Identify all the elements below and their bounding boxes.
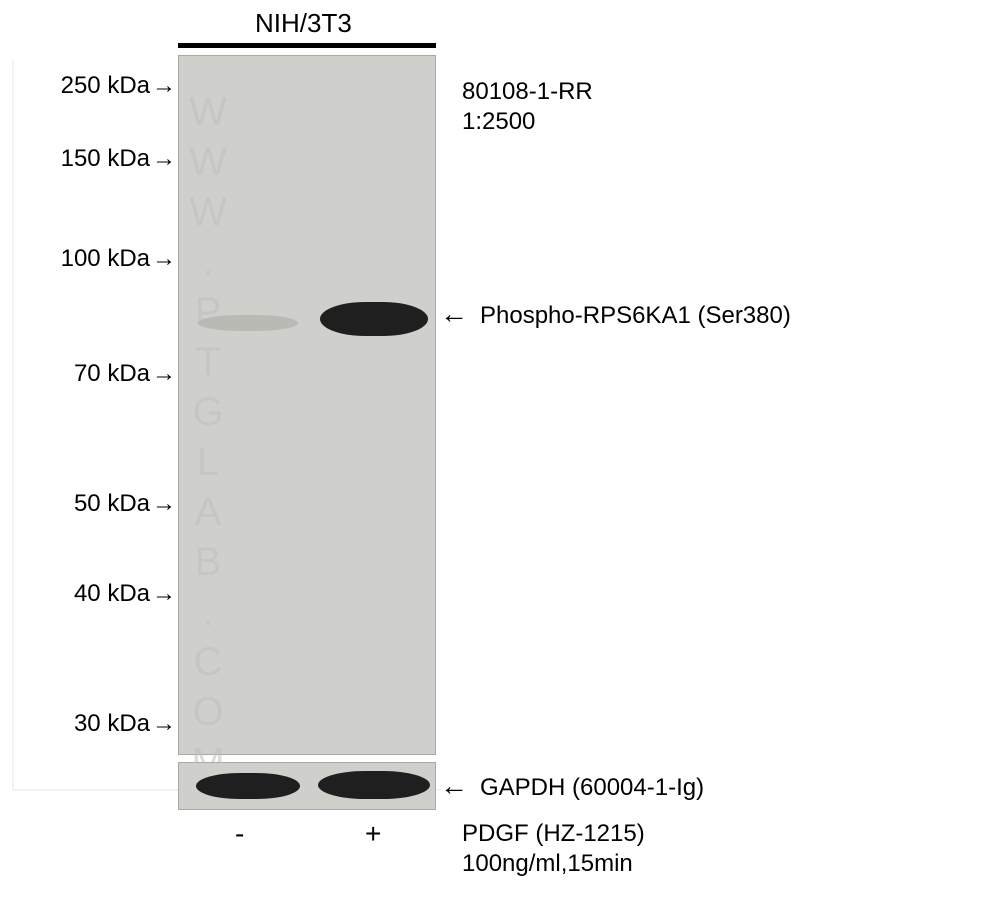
phospho-label: Phospho-RPS6KA1 (Ser380) xyxy=(480,302,791,330)
western-blot-figure: NIH/3T3 WWW.PTGLAB.COM 250 kDa→150 kDa→1… xyxy=(0,0,1000,903)
sample-label: NIH/3T3 xyxy=(255,8,352,39)
lane-minus-label: - xyxy=(235,818,244,850)
mw-marker-arrow-icon: → xyxy=(152,245,176,273)
band-gapdh-minus xyxy=(196,773,300,799)
gapdh-arrow-icon: ← xyxy=(440,770,468,802)
mw-marker-label: 100 kDa xyxy=(61,245,150,273)
frame-left xyxy=(12,60,14,790)
mw-marker-label: 50 kDa xyxy=(74,490,150,518)
mw-marker-arrow-icon: → xyxy=(152,490,176,518)
sample-bar xyxy=(178,43,436,48)
mw-marker-label: 70 kDa xyxy=(74,360,150,388)
lane-plus-label: + xyxy=(365,818,381,850)
antibody-dilution: 1:2500 xyxy=(462,108,535,136)
phospho-arrow-icon: ← xyxy=(440,298,468,330)
mw-marker-label: 30 kDa xyxy=(74,710,150,738)
mw-marker-arrow-icon: → xyxy=(152,360,176,388)
mw-marker-label: 40 kDa xyxy=(74,580,150,608)
antibody-id: 80108-1-RR xyxy=(462,78,593,106)
mw-marker-arrow-icon: → xyxy=(152,710,176,738)
mw-marker-arrow-icon: → xyxy=(152,145,176,173)
mw-marker-label: 150 kDa xyxy=(61,145,150,173)
watermark-text: WWW.PTGLAB.COM xyxy=(185,90,230,790)
mw-marker-arrow-icon: → xyxy=(152,72,176,100)
treatment-name: PDGF (HZ-1215) xyxy=(462,820,645,848)
mw-marker-label: 250 kDa xyxy=(61,72,150,100)
band-gapdh-plus xyxy=(318,771,430,799)
band-phospho-minus xyxy=(198,315,298,331)
treatment-condition: 100ng/ml,15min xyxy=(462,850,633,878)
band-phospho-plus xyxy=(320,302,428,336)
mw-marker-arrow-icon: → xyxy=(152,580,176,608)
gapdh-label: GAPDH (60004-1-Ig) xyxy=(480,774,704,802)
